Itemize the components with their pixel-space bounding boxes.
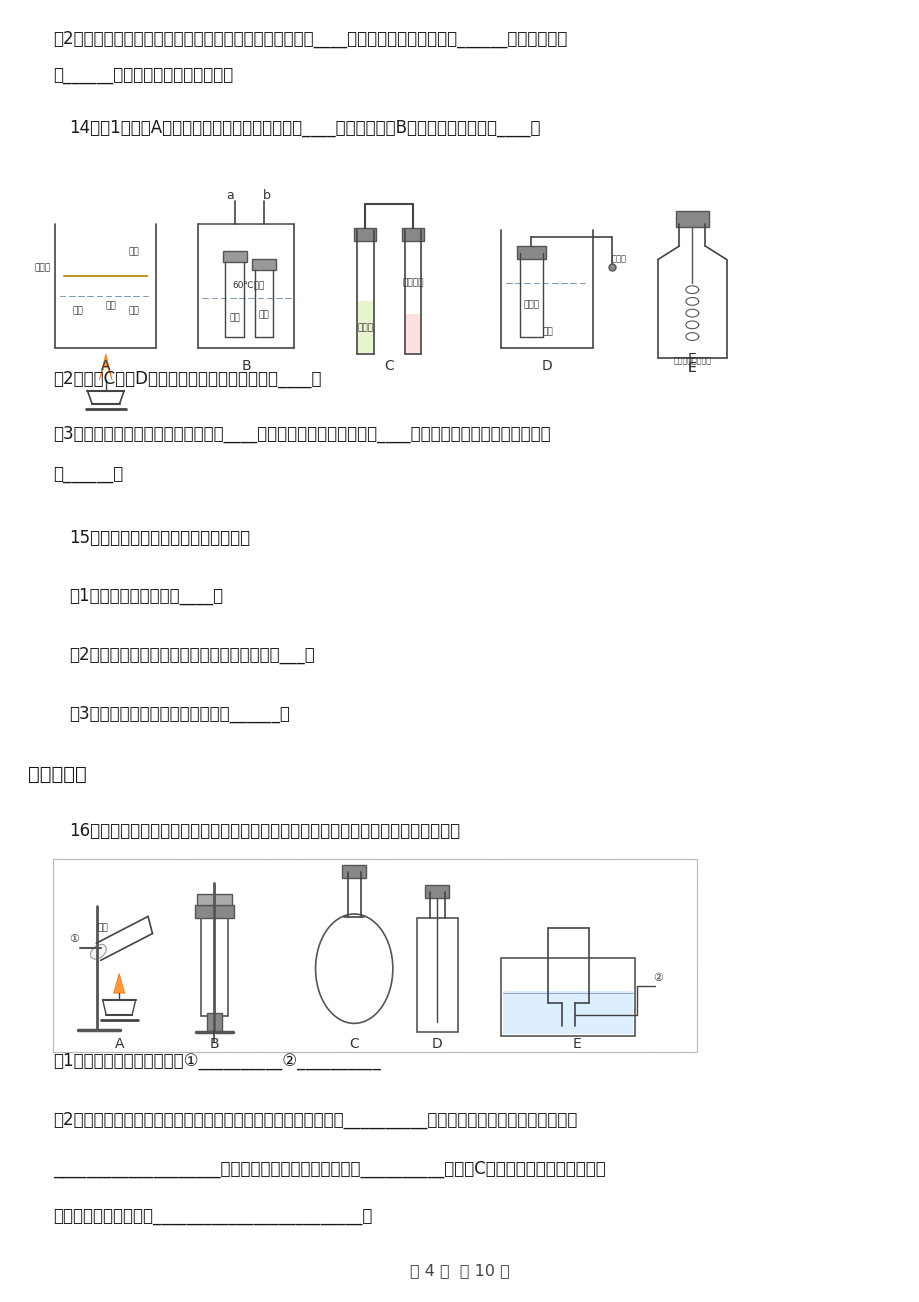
Bar xyxy=(402,228,424,241)
Text: B: B xyxy=(210,1038,219,1051)
Text: B: B xyxy=(241,359,251,372)
Text: 棉花: 棉花 xyxy=(97,924,108,932)
Text: （1）磷在氧气中燃烧：____；: （1）磷在氧气中燃烧：____； xyxy=(69,587,223,605)
Bar xyxy=(53,859,697,1052)
Text: 第 4 页  共 10 页: 第 4 页 共 10 页 xyxy=(410,1263,509,1279)
Bar xyxy=(195,905,233,918)
Text: C: C xyxy=(349,1038,358,1051)
Ellipse shape xyxy=(90,944,107,960)
Text: 热水: 热水 xyxy=(105,302,116,310)
Text: 红磷: 红磷 xyxy=(258,311,269,319)
Text: 由______构成的。（填粒子的名称）: 由______构成的。（填粒子的名称） xyxy=(53,66,233,85)
Text: 白磷: 白磷 xyxy=(73,306,84,315)
Text: 薄铜片: 薄铜片 xyxy=(34,264,51,272)
Text: A: A xyxy=(115,1038,124,1051)
Text: （3）实验室用高锡酸钙制取氧气：______。: （3）实验室用高锡酸钙制取氧气：______。 xyxy=(69,704,289,723)
Text: （3）鐵丝在氧气中燃烧的实验现象是____；发生反应的符号表达式是____；该实验有一处需要改进的地方: （3）鐵丝在氧气中燃烧的实验现象是____；发生反应的符号表达式是____；该实… xyxy=(53,424,550,443)
Text: 酚酞溶液: 酚酞溶液 xyxy=(402,279,424,286)
Text: 白磷: 白磷 xyxy=(229,314,240,322)
Text: （2）构成物质的基本粒子有分子、原子、离子。氯化钓是____由构成的；二氧化硫是由______构成的；金是: （2）构成物质的基本粒子有分子、原子、离子。氯化钓是____由构成的；二氧化硫是… xyxy=(53,30,567,48)
Bar xyxy=(416,918,458,1032)
Text: 白磷: 白磷 xyxy=(128,306,139,315)
Text: 铁丝在氧气中燃烧: 铁丝在氧气中燃烧 xyxy=(673,357,710,365)
Text: ①: ① xyxy=(70,934,79,944)
Text: 是______。: 是______。 xyxy=(53,466,123,484)
Text: 红磷: 红磷 xyxy=(128,247,139,256)
Text: 14．（1）通过A图中的实验，可以得出的结论是____；改进后如图B所示，改进的目的是____；: 14．（1）通过A图中的实验，可以得出的结论是____；改进后如图B所示，改进的… xyxy=(69,118,540,137)
Bar xyxy=(197,894,232,905)
Text: a: a xyxy=(226,189,233,202)
Bar xyxy=(354,228,376,241)
Text: 15．写出下列化学反应的符号表达式。: 15．写出下列化学反应的符号表达式。 xyxy=(69,529,250,547)
Text: E: E xyxy=(687,362,696,375)
Bar xyxy=(675,211,709,227)
Text: E: E xyxy=(573,1038,581,1051)
Bar xyxy=(53,859,697,1052)
Text: 60℃热水: 60℃热水 xyxy=(232,281,265,289)
Text: A: A xyxy=(101,359,110,372)
Text: E: E xyxy=(687,362,696,375)
Bar xyxy=(222,251,246,262)
Bar xyxy=(503,991,632,1034)
Text: b: b xyxy=(263,189,270,202)
Polygon shape xyxy=(99,354,112,380)
Text: （2）通过C图和D图的实验，可以得出的结论是____；: （2）通过C图和D图的实验，可以得出的结论是____； xyxy=(53,370,322,388)
Text: 浓氨水: 浓氨水 xyxy=(357,324,373,332)
Bar xyxy=(357,301,372,353)
Polygon shape xyxy=(114,974,125,993)
Bar xyxy=(501,958,634,1036)
Text: 浓氨水: 浓氨水 xyxy=(611,255,626,263)
Text: E: E xyxy=(687,352,696,366)
Text: （1）写出标号的他器名称：①__________②__________: （1）写出标号的他器名称：①__________②__________ xyxy=(53,1052,380,1070)
Text: （2）实验室用过氧化氢和二氧化閔制取氧气：___；: （2）实验室用过氧化氢和二氧化閔制取氧气：___； xyxy=(69,646,314,664)
Bar xyxy=(252,259,276,270)
Bar xyxy=(425,885,449,898)
Bar xyxy=(342,865,366,878)
Text: 热水: 热水 xyxy=(541,328,552,336)
Bar xyxy=(516,246,545,259)
Text: 三、实验题: 三、实验题 xyxy=(28,764,86,784)
Bar xyxy=(405,314,420,353)
Text: ____________________，试管口塞一团棉花，其作用是__________；若用C装置来收集一瓶氧气，检验: ____________________，试管口塞一团棉花，其作用是______… xyxy=(53,1160,606,1178)
Text: C: C xyxy=(384,359,393,372)
Text: 浓氨水: 浓氨水 xyxy=(523,301,539,309)
Text: 16．某化学兴趣小组利用以下装置探究气体的制取及性质．请结合下图回答有关问题：: 16．某化学兴趣小组利用以下装置探究气体的制取及性质．请结合下图回答有关问题： xyxy=(69,822,460,840)
Bar xyxy=(207,1013,221,1031)
Text: （2）实验室用加热高锡酸钙的方法制取氧气，选择的发生装置为__________（填字母），反应的化学方程式为: （2）实验室用加热高锡酸钙的方法制取氧气，选择的发生装置为__________（… xyxy=(53,1111,577,1129)
Bar xyxy=(200,918,228,1016)
Text: D: D xyxy=(541,359,552,372)
Text: D: D xyxy=(432,1038,442,1051)
Text: 氧气是否集满的方法是_________________________。: 氧气是否集满的方法是_________________________。 xyxy=(53,1208,372,1226)
Text: ②: ② xyxy=(652,973,662,983)
